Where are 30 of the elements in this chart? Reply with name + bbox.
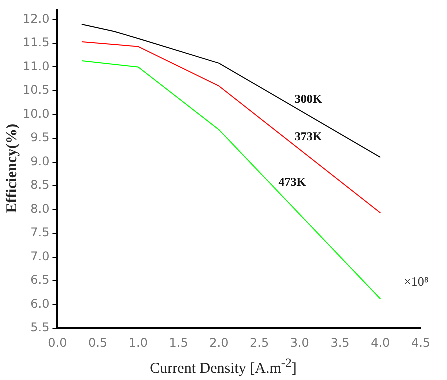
series-label: 473K [278,175,307,190]
y-tick-label: 6.5 [30,273,50,288]
y-tick-label: 11.0 [23,59,50,74]
x-tick-label: 0.5 [88,336,108,350]
x-tick-label: 2.0 [210,336,229,350]
y-tick-label: 10.0 [23,106,50,121]
x-tick-label: 3.0 [290,336,310,350]
x-tick-label: 4.0 [371,336,390,350]
y-tick-label: 10.5 [23,83,50,98]
x-tick-label: 0.0 [48,336,68,350]
annotation: ×10⁸ [404,274,429,290]
y-tick-label: 5.5 [30,320,50,335]
x-tick-label: 4.5 [411,336,431,350]
y-tick-label: 9.0 [30,154,50,168]
y-tick-label: 12.0 [23,12,50,26]
y-tick-label: 8.0 [30,202,50,216]
y-tick-label: 7.5 [30,226,50,240]
x-tick-label: 1.5 [169,336,188,350]
x-axis-title: Current Density [A.m$^{-2}$] [149,356,298,378]
x-tick-label: 2.5 [250,336,270,350]
y-tick-label: 9.5 [30,130,50,145]
x-tick-label: 1.0 [128,336,148,350]
series-label: 300K [294,92,323,106]
y-tick-label: 8.5 [30,178,50,192]
x-tick-label: 3.5 [330,336,350,350]
y-tick-label: 7.0 [30,249,50,264]
series-label: 373K [294,129,323,144]
y-tick-label: 11.5 [23,36,50,50]
y-axis-title: Efficiency(%) [4,122,22,216]
y-tick-label: 6.0 [30,296,50,311]
